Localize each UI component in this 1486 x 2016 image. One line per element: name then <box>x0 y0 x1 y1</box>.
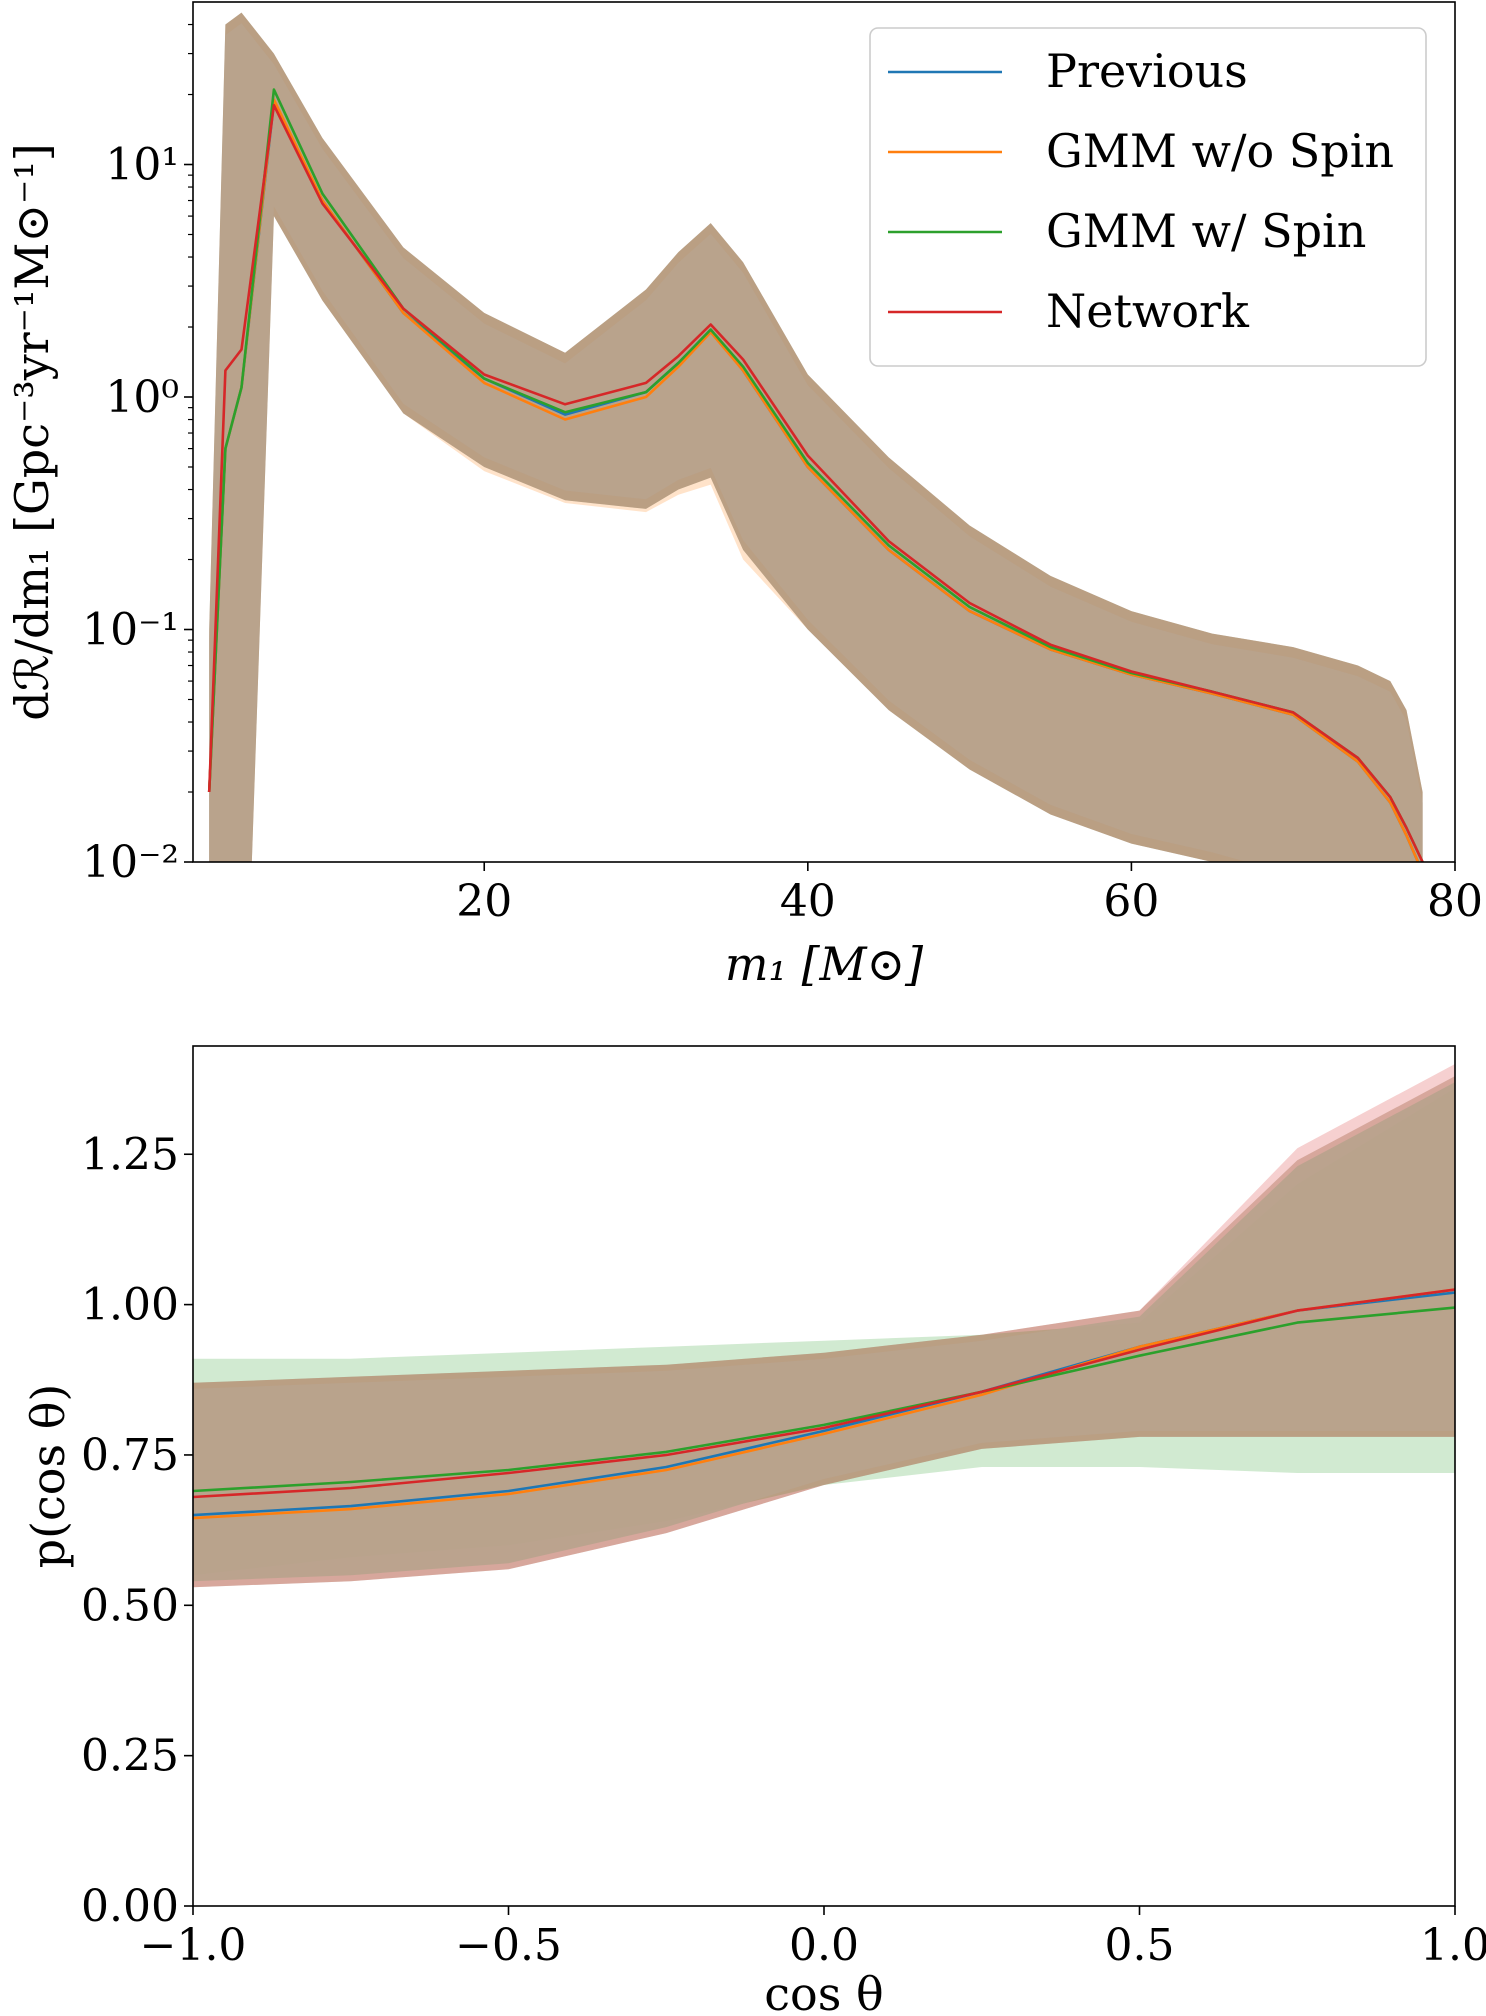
y-tick-label: 1.25 <box>81 1129 179 1180</box>
line-gmm-w-spin <box>193 1306 1455 1493</box>
x-tick-label: 60 <box>1103 876 1159 927</box>
x-tick-label: −0.5 <box>455 1920 562 1971</box>
line-network <box>193 1288 1455 1499</box>
legend-label: Network <box>1046 284 1250 338</box>
x-tick-label: −1.0 <box>140 1920 247 1971</box>
x-ticks: 20 40 60 80 <box>456 862 1483 927</box>
credible-bands <box>209 12 1423 862</box>
legend-label: Previous <box>1046 44 1248 98</box>
band-overlap <box>193 1082 1455 1582</box>
legend-label: GMM w/ Spin <box>1046 204 1366 258</box>
plot-frame <box>192 1 1456 863</box>
mass-distribution-panel: 20 40 60 80 10⁻² 10⁻¹ 10⁰ 10¹ m₁ [M⊙] dℛ/dm₁ [… <box>5 1 1483 991</box>
y-tick-label: 0.75 <box>81 1430 179 1481</box>
median-lines <box>207 88 1424 862</box>
y-axis-label: dℛ/dm₁ [Gpc⁻³yr⁻¹M⊙⁻¹] <box>5 143 59 720</box>
median-lines <box>193 1288 1455 1520</box>
x-tick-label: 0.5 <box>1105 1920 1175 1971</box>
cos-theta-panel: −1.0 −0.5 0.0 0.5 1.0 0.00 0.25 0.50 0.75 1.00 1.… <box>21 1045 1486 2016</box>
x-tick-label: 20 <box>456 876 512 927</box>
legend-box <box>869 27 1427 367</box>
legend: Previous GMM w/o Spin GMM w/ Spin Network <box>869 27 1427 367</box>
y-tick-label: 10⁰ <box>105 372 179 423</box>
x-tick-label: 0.0 <box>789 1920 859 1971</box>
y-ticks: 0.00 0.25 0.50 0.75 1.00 1.25 <box>81 1129 193 1932</box>
y-tick-label: 10¹ <box>105 140 179 191</box>
x-ticks: −1.0 −0.5 0.0 0.5 1.0 <box>140 1906 1486 1971</box>
credible-bands <box>193 1064 1455 1588</box>
x-axis-label: cos θ <box>764 1967 883 2016</box>
band-overlap <box>209 23 1423 862</box>
y-tick-label: 0.25 <box>81 1731 179 1782</box>
y-tick-label: 0.50 <box>81 1580 179 1631</box>
y-ticks: 10⁻² 10⁻¹ 10⁰ 10¹ <box>82 23 193 888</box>
y-axis-label: p(cos θ) <box>21 1384 75 1569</box>
x-tick-label: 80 <box>1427 876 1483 927</box>
legend-label: GMM w/o Spin <box>1046 124 1394 178</box>
y-tick-label: 0.00 <box>81 1881 179 1932</box>
y-tick-label: 10⁻² <box>82 837 179 888</box>
x-tick-label: 1.0 <box>1420 1920 1486 1971</box>
y-tick-label: 10⁻¹ <box>82 605 179 656</box>
y-tick-label: 1.00 <box>81 1280 179 1331</box>
line-network <box>207 103 1424 862</box>
x-axis-label: m₁ [M⊙] <box>725 937 923 991</box>
x-tick-label: 40 <box>780 876 836 927</box>
line-gmm-w-o-spin <box>207 98 1420 862</box>
